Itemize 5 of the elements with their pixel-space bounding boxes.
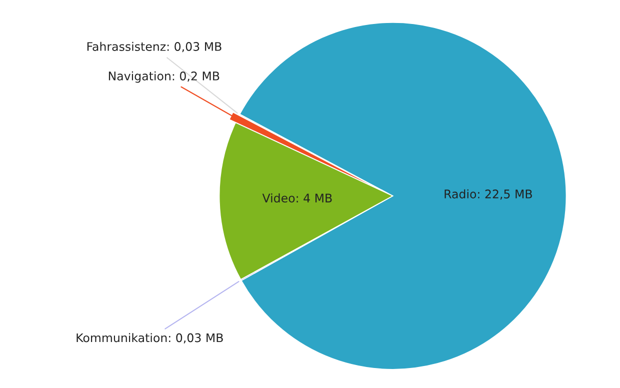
slice-label: Fahrassistenz: 0,03 MB (87, 42, 222, 52)
slice-label: Radio: 22,5 MB (444, 189, 532, 200)
slice-label: Video: 4 MB (262, 193, 332, 203)
slice-label: Navigation: 0,2 MB (108, 71, 220, 83)
slice-label: Kommunikation: 0,03 MB (76, 333, 223, 344)
